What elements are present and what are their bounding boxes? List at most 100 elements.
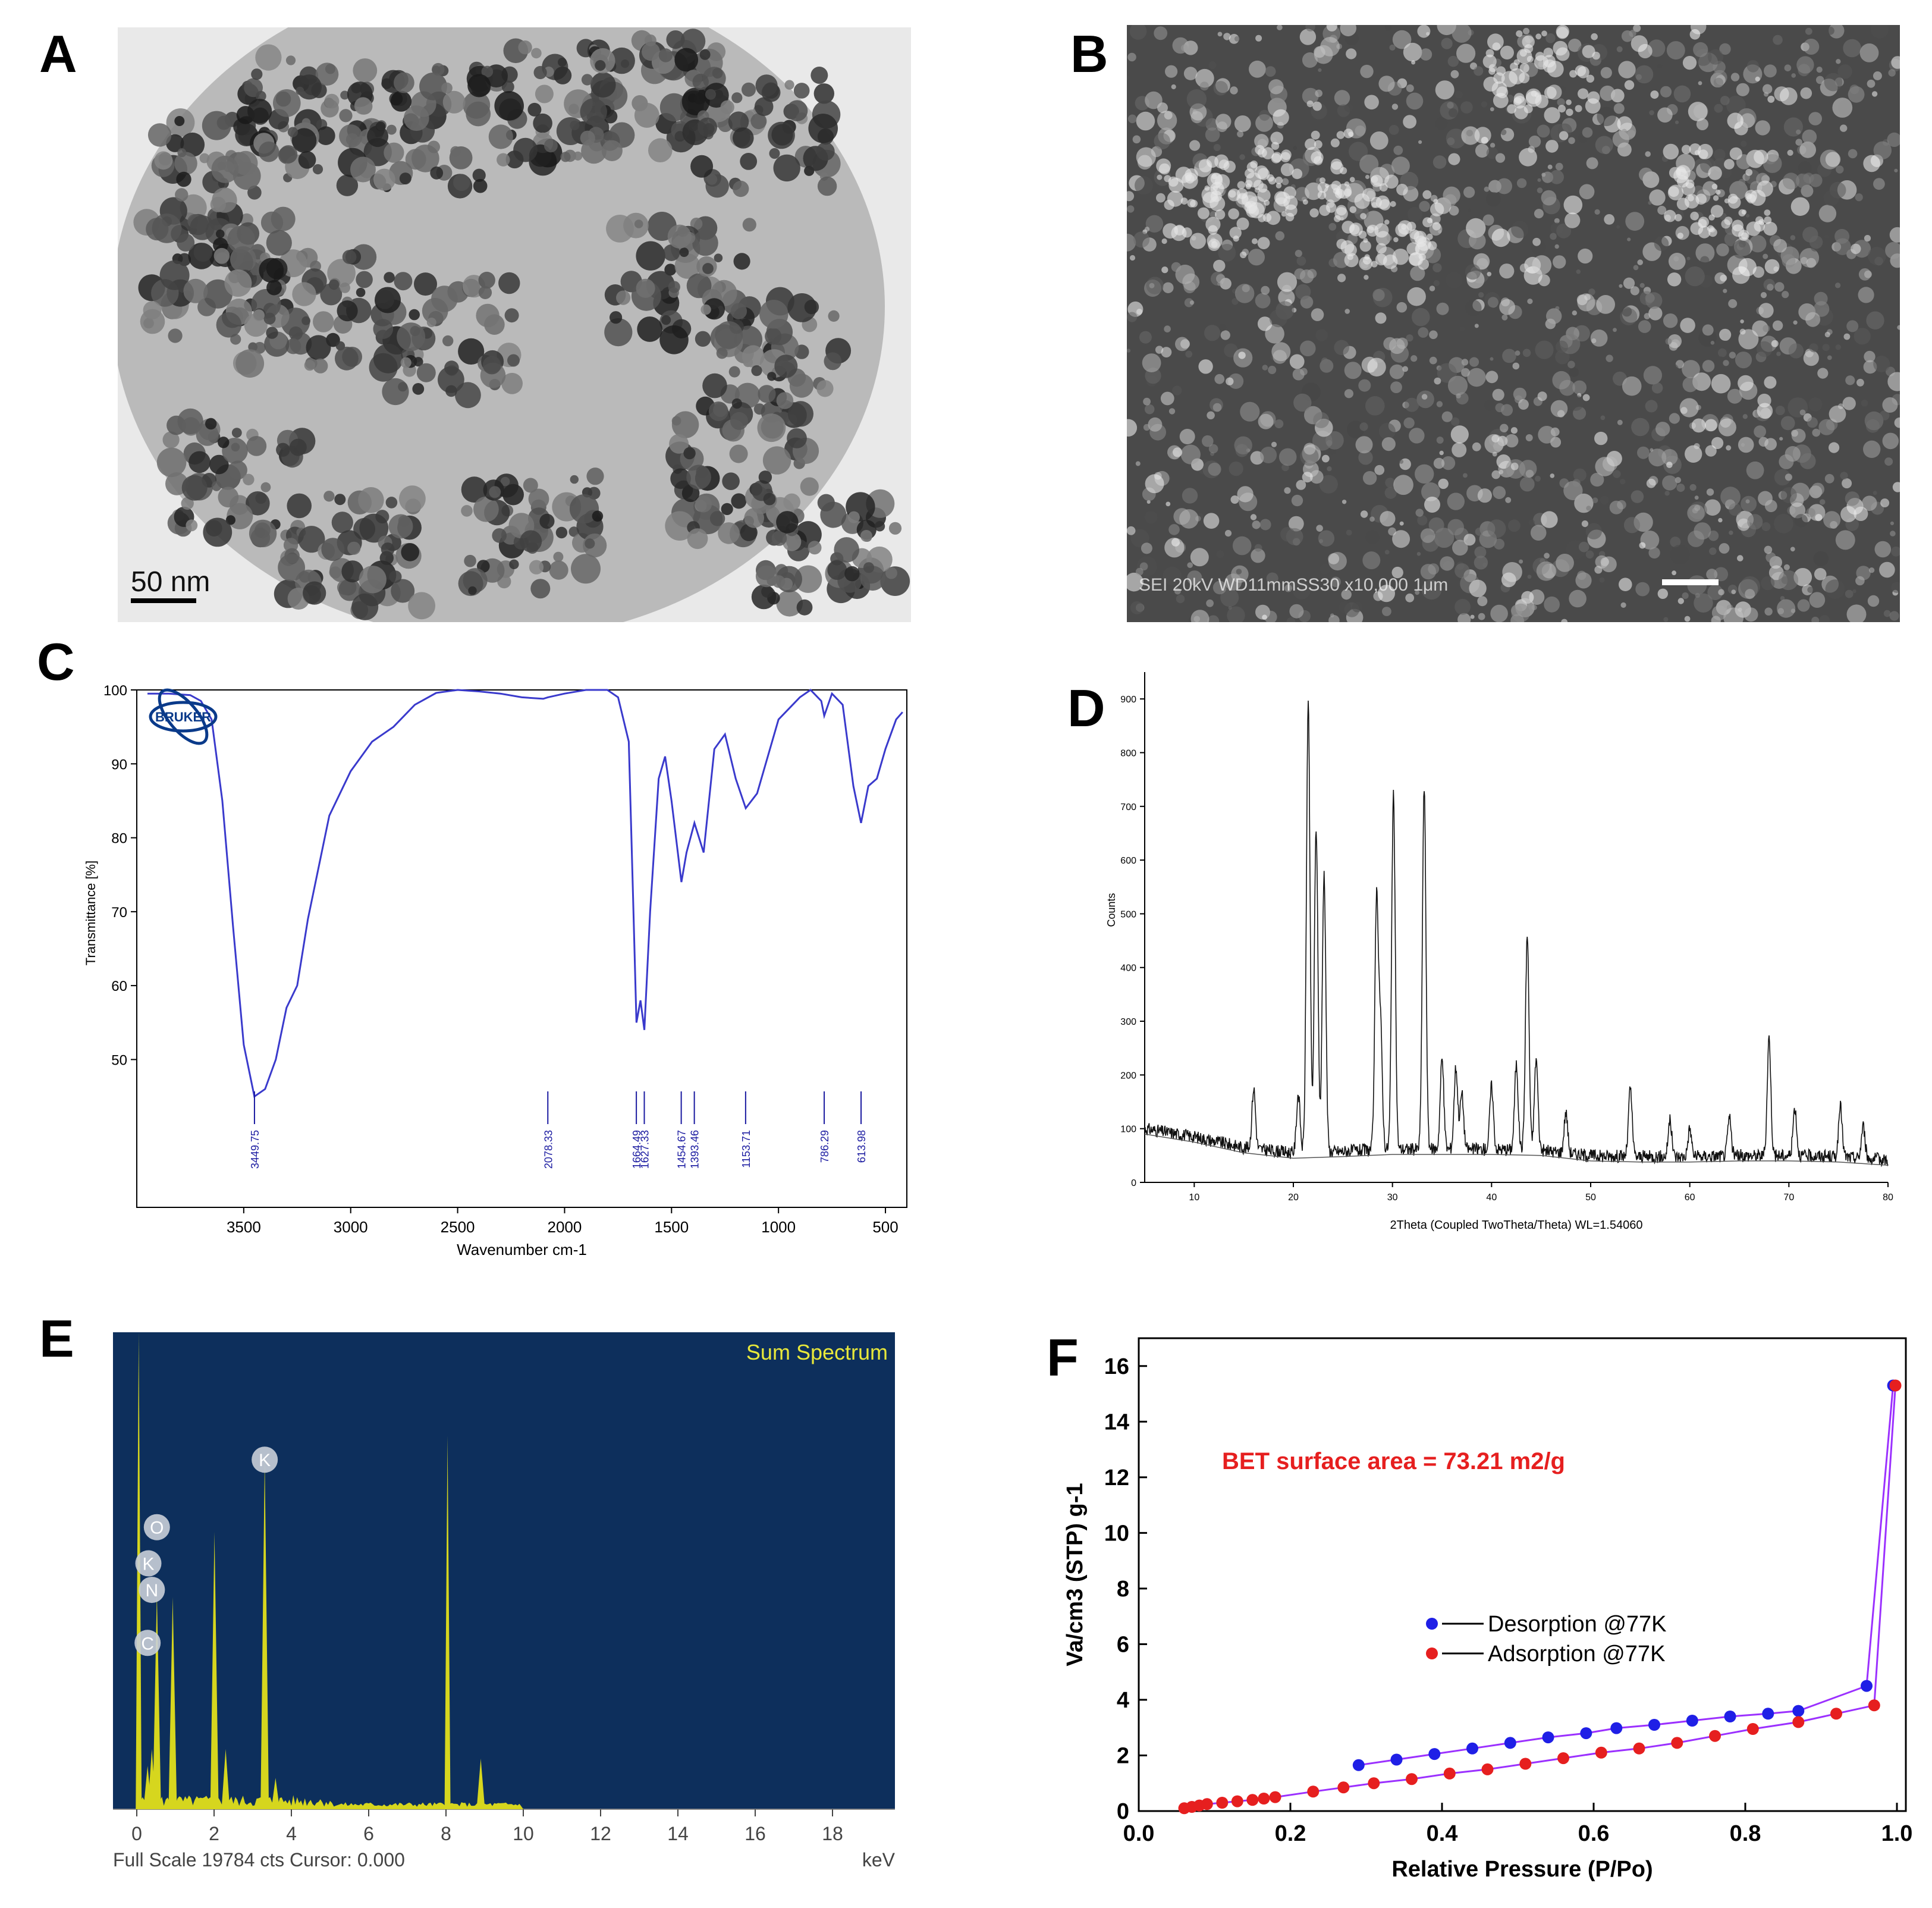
sem-bright-agglomerate bbox=[1591, 33, 1598, 40]
nanoparticle bbox=[679, 247, 689, 258]
sem-grain bbox=[1694, 443, 1700, 450]
sem-grain bbox=[1484, 292, 1500, 307]
sem-grain bbox=[1708, 531, 1719, 541]
x-axis-label: Relative Pressure (P/Po) bbox=[1391, 1857, 1653, 1882]
sem-grain bbox=[1269, 309, 1287, 328]
nanoparticle bbox=[787, 428, 807, 448]
nanoparticle bbox=[458, 571, 483, 597]
sem-grain bbox=[1840, 472, 1848, 480]
nanoparticle bbox=[674, 48, 699, 72]
sem-grain bbox=[1746, 60, 1760, 73]
nanoparticle bbox=[786, 100, 808, 121]
sem-grain bbox=[1639, 283, 1645, 288]
eds-peak bbox=[260, 1460, 269, 1809]
nanoparticle bbox=[481, 65, 494, 78]
sem-grain bbox=[1867, 79, 1876, 88]
sem-grain bbox=[1880, 498, 1890, 508]
x-tick-label: 1000 bbox=[761, 1218, 796, 1236]
sem-grain bbox=[1207, 411, 1215, 420]
adsorption-point bbox=[1792, 1716, 1805, 1728]
sem-grain bbox=[1468, 208, 1471, 212]
sem-grain bbox=[1824, 73, 1843, 92]
sem-grain bbox=[1738, 258, 1757, 277]
nanoparticle bbox=[176, 171, 191, 187]
sem-grain bbox=[1845, 491, 1860, 506]
sem-grain bbox=[1295, 284, 1311, 300]
sem-grain bbox=[1713, 77, 1724, 88]
sem-bright-agglomerate bbox=[1428, 241, 1437, 250]
nanoparticle bbox=[592, 510, 604, 522]
sem-grain bbox=[1259, 519, 1271, 531]
sem-grain bbox=[1171, 262, 1182, 272]
sem-grain bbox=[1754, 425, 1766, 438]
sem-bright-agglomerate bbox=[1544, 86, 1557, 99]
nanoparticle bbox=[789, 374, 814, 398]
sem-bright-agglomerate bbox=[1343, 128, 1353, 139]
sem-grain bbox=[1662, 475, 1677, 491]
sem-grain bbox=[1680, 407, 1688, 414]
sem-grain bbox=[1835, 530, 1855, 550]
sem-grain bbox=[1499, 299, 1515, 315]
sem-grain bbox=[1300, 340, 1316, 357]
sem-grain bbox=[1755, 76, 1760, 81]
y-tick-label: 10 bbox=[1104, 1521, 1129, 1546]
nanoparticle bbox=[773, 154, 800, 182]
sem-grain bbox=[1289, 604, 1304, 619]
nanoparticle bbox=[472, 168, 486, 182]
sem-grain bbox=[1667, 272, 1682, 287]
sem-grain bbox=[1537, 187, 1543, 193]
sem-grain bbox=[1864, 350, 1876, 363]
nanoparticle bbox=[595, 60, 606, 71]
sem-grain bbox=[1851, 243, 1861, 255]
nanoparticle bbox=[482, 356, 501, 375]
sem-grain bbox=[1452, 25, 1472, 43]
sem-bright-agglomerate bbox=[1223, 161, 1236, 173]
sem-grain bbox=[1682, 360, 1700, 378]
sem-grain bbox=[1556, 223, 1572, 238]
sem-grain bbox=[1763, 84, 1773, 94]
sem-grain bbox=[1586, 157, 1598, 170]
sem-grain bbox=[1530, 525, 1547, 541]
sem-grain bbox=[1840, 124, 1848, 132]
nanoparticle bbox=[398, 382, 408, 392]
sem-grain bbox=[1711, 374, 1731, 394]
sem-grain bbox=[1719, 43, 1731, 55]
nanoparticle bbox=[751, 584, 777, 610]
sem-bright-agglomerate bbox=[1582, 45, 1595, 58]
nanoparticle bbox=[703, 298, 725, 320]
sem-grain bbox=[1275, 231, 1285, 241]
sem-grain bbox=[1764, 92, 1769, 97]
sem-grain bbox=[1485, 371, 1499, 384]
nanoparticle bbox=[341, 560, 364, 583]
sem-grain bbox=[1835, 344, 1841, 350]
sem-grain bbox=[1868, 247, 1886, 265]
sem-bright-agglomerate bbox=[1409, 252, 1424, 266]
sem-bright-agglomerate bbox=[1334, 207, 1348, 221]
sem-bright-agglomerate bbox=[1366, 224, 1379, 237]
sem-grain bbox=[1472, 442, 1481, 451]
sem-grain bbox=[1452, 442, 1467, 457]
nanoparticle bbox=[728, 111, 749, 132]
nanoparticle bbox=[569, 494, 599, 524]
sem-grain bbox=[1846, 320, 1859, 332]
sem-grain bbox=[1330, 576, 1341, 587]
sem-grain bbox=[1525, 434, 1533, 441]
sem-bright-agglomerate bbox=[1161, 238, 1167, 244]
sem-grain bbox=[1586, 506, 1591, 511]
sem-grain bbox=[1419, 200, 1430, 212]
sem-grain bbox=[1711, 437, 1724, 450]
sem-grain bbox=[1803, 39, 1820, 55]
sem-grain bbox=[1230, 86, 1238, 95]
peak-label: 2078.33 bbox=[542, 1130, 554, 1169]
sem-grain bbox=[1277, 25, 1283, 30]
nanoparticle bbox=[387, 124, 397, 135]
nanoparticle bbox=[771, 124, 793, 146]
sem-grain bbox=[1293, 393, 1312, 412]
sem-grain bbox=[1773, 238, 1788, 253]
sem-grain bbox=[1869, 209, 1880, 220]
sem-grain bbox=[1531, 604, 1537, 610]
nanoparticle bbox=[497, 153, 510, 167]
nanoparticle bbox=[323, 491, 335, 502]
sem-grain bbox=[1417, 515, 1428, 526]
sem-grain bbox=[1565, 212, 1581, 228]
